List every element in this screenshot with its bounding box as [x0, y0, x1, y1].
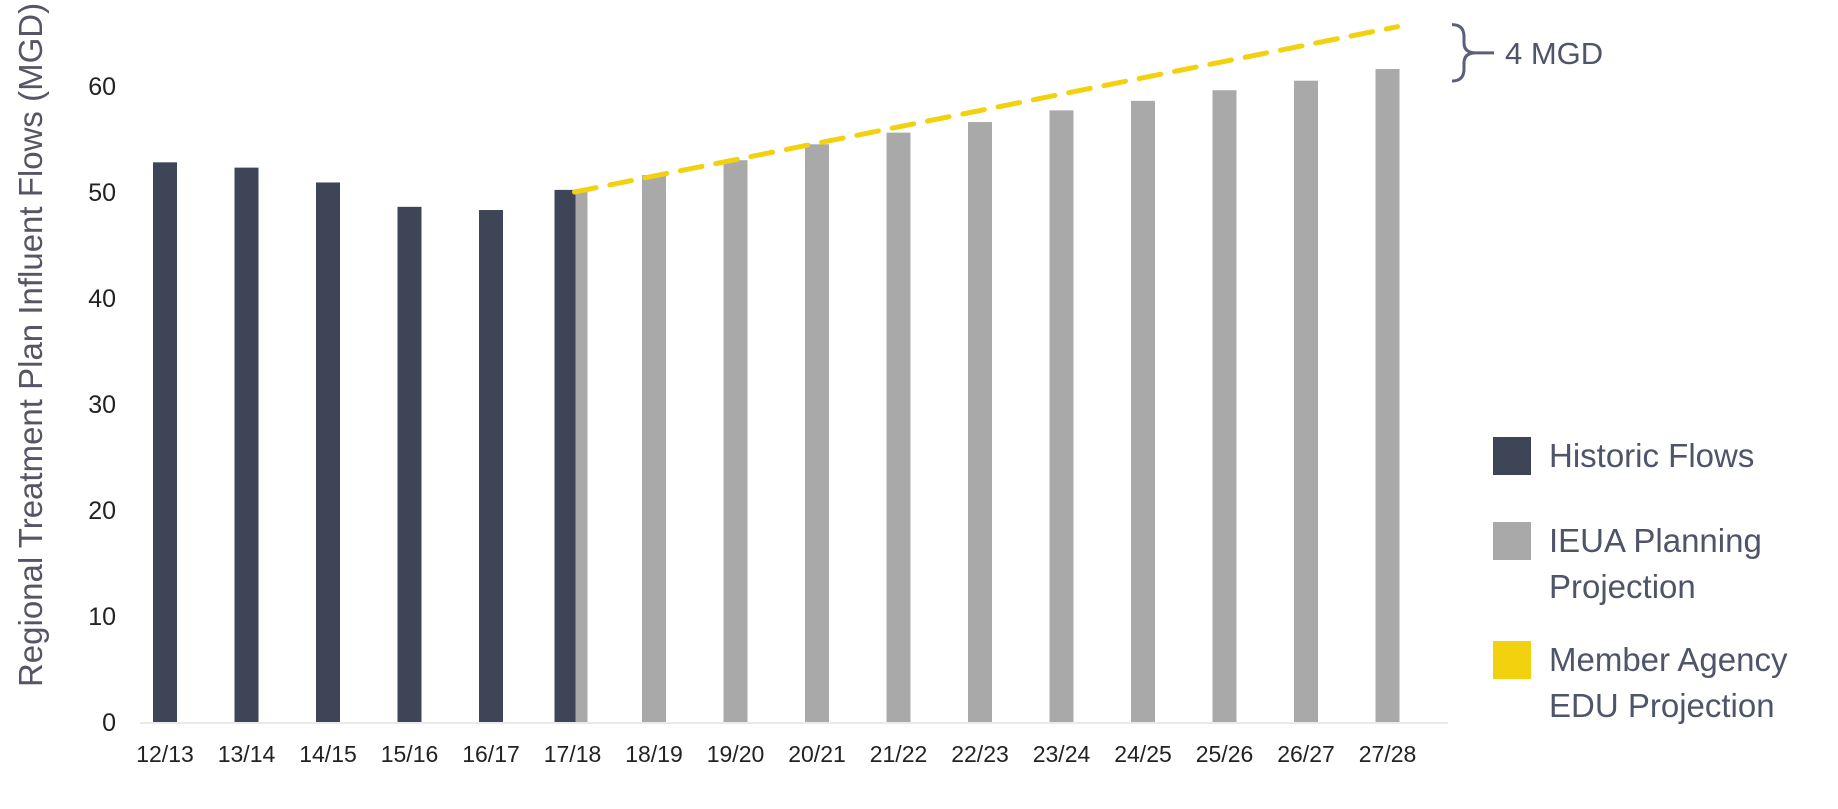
bar-historic-16-17: [479, 210, 503, 722]
x-tick-label: 14/15: [299, 741, 357, 767]
legend-swatch-2: [1493, 641, 1531, 679]
x-tick-label: 18/19: [625, 741, 683, 767]
bar-historic-15-16: [397, 206, 422, 723]
annotation-label: 4 MGD: [1505, 36, 1603, 71]
bar-historic-14-15: [316, 182, 340, 722]
y-axis: 0 10 20 30 40 50 60: [88, 73, 116, 737]
legend: Historic Flows IEUA Planning Projection Mem…: [1493, 437, 1788, 724]
projection-line: [572, 24, 1400, 195]
x-tick-label: 13/14: [218, 741, 276, 767]
y-tick-label: 30: [88, 391, 116, 419]
legend-swatch-1: [1493, 522, 1531, 560]
y-tick-label: 20: [88, 497, 116, 525]
legend-label: IEUA Planning: [1549, 522, 1762, 559]
x-tick-label: 24/25: [1114, 741, 1172, 767]
bar-projection-24-25: [1131, 100, 1155, 723]
x-tick-label: 15/16: [381, 741, 439, 767]
x-tick-label: 22/23: [951, 741, 1009, 767]
bar-projection-27-28: [1375, 69, 1400, 723]
x-tick-label: 19/20: [707, 741, 765, 767]
bar-projection-23-24: [1049, 110, 1074, 722]
edu-projection-line: [572, 24, 1400, 195]
x-tick-label: 27/28: [1359, 741, 1417, 767]
bar-historic-13-14: [234, 167, 259, 722]
x-tick-label: 25/26: [1196, 741, 1254, 767]
legend-label: EDU Projection: [1549, 687, 1775, 724]
x-tick-label: 20/21: [788, 741, 846, 767]
x-tick-label: 23/24: [1033, 741, 1091, 767]
bars: [153, 69, 1400, 723]
bar-projection-18-19: [642, 175, 666, 723]
legend-label: Historic Flows: [1549, 437, 1754, 474]
y-tick-label: 50: [88, 179, 116, 207]
bar-historic-12-13: [153, 162, 177, 722]
bar-projection-26-27: [1294, 80, 1318, 722]
y-axis-title: Regional Treatment Plan Influent Flows (…: [12, 3, 49, 687]
annotation: 4 MGD: [1451, 23, 1603, 83]
bar-projection-25-26: [1212, 90, 1237, 723]
y-tick-label: 60: [88, 73, 116, 101]
legend-label: Projection: [1549, 568, 1696, 605]
legend-swatch-0: [1493, 437, 1531, 475]
x-tick-label: 16/17: [462, 741, 520, 767]
annotation-brace: [1451, 23, 1477, 83]
bar-projection-21-22: [886, 132, 911, 722]
legend-label: Member Agency: [1549, 641, 1788, 678]
x-axis: 12/13 13/14 14/15 15/16 16/17 17/18 18/19 19/20…: [136, 722, 1448, 767]
x-tick-label: 26/27: [1277, 741, 1335, 767]
x-tick-label: 17/18: [544, 741, 602, 767]
x-tick-label: 12/13: [136, 741, 194, 767]
x-tick-label: 21/22: [870, 741, 928, 767]
bar-projection-20-21: [805, 144, 829, 723]
y-tick-label: 10: [88, 603, 116, 631]
y-tick-label: 40: [88, 285, 116, 313]
bar-historic-17-18: [554, 189, 576, 722]
y-tick-label: 0: [102, 709, 116, 737]
bar-projection-22-23: [968, 122, 992, 723]
bar-projection-19-20: [723, 160, 748, 722]
